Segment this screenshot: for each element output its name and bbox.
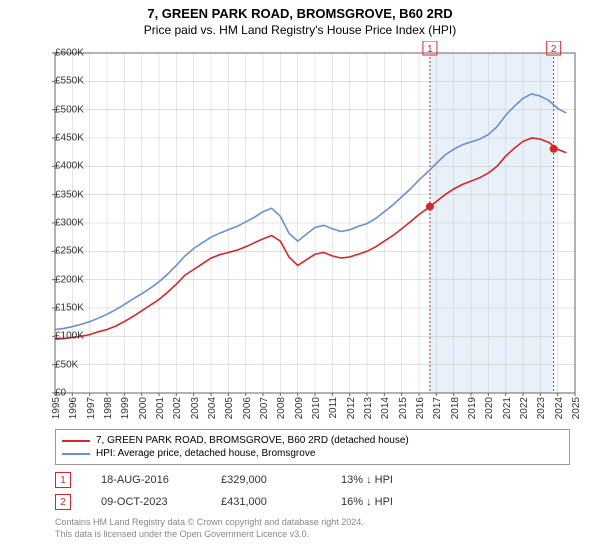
x-tick-label: 2022	[519, 397, 530, 419]
x-tick-label: 2019	[467, 397, 478, 419]
x-tick-label: 2005	[224, 397, 235, 419]
marker-badge: 2	[55, 494, 71, 510]
x-tick-label: 2024	[554, 397, 565, 419]
legend-label: HPI: Average price, detached house, Brom…	[96, 448, 315, 459]
x-tick-label: 2018	[450, 397, 461, 419]
x-tick-label: 2020	[484, 397, 495, 419]
marker-date: 18-AUG-2016	[101, 474, 191, 486]
chart-svg: 12	[20, 41, 585, 423]
x-tick-label: 2009	[294, 397, 305, 419]
x-tick-label: 2006	[242, 397, 253, 419]
x-tick-label: 2014	[380, 397, 391, 419]
x-tick-label: 1999	[120, 397, 131, 419]
x-tick-label: 2017	[432, 397, 443, 419]
x-tick-label: 2021	[502, 397, 513, 419]
x-tick-label: 2004	[207, 397, 218, 419]
marker-delta: 13% ↓ HPI	[341, 474, 431, 486]
footer-attribution: Contains HM Land Registry data © Crown c…	[55, 517, 570, 540]
x-tick-label: 2016	[415, 397, 426, 419]
x-tick-label: 2011	[328, 397, 339, 419]
page-subtitle: Price paid vs. HM Land Registry's House …	[0, 21, 600, 41]
marker-row: 1 18-AUG-2016 £329,000 13% ↓ HPI	[55, 469, 570, 491]
x-tick-label: 2015	[398, 397, 409, 419]
x-tick-label: 2010	[311, 397, 322, 419]
legend-swatch	[62, 440, 90, 442]
marker-price: £431,000	[221, 496, 311, 508]
marker-price: £329,000	[221, 474, 311, 486]
page-title: 7, GREEN PARK ROAD, BROMSGROVE, B60 2RD	[0, 0, 600, 21]
marker-badge: 1	[55, 472, 71, 488]
legend-swatch	[62, 453, 90, 455]
marker-delta: 16% ↓ HPI	[341, 496, 431, 508]
price-chart: 12 £0£50K£100K£150K£200K£250K£300K£350K£…	[20, 41, 585, 423]
x-tick-label: 2013	[363, 397, 374, 419]
footer-line: This data is licensed under the Open Gov…	[55, 529, 570, 541]
x-tick-label: 2012	[346, 397, 357, 419]
x-tick-label: 2003	[190, 397, 201, 419]
legend-label: 7, GREEN PARK ROAD, BROMSGROVE, B60 2RD …	[96, 435, 409, 446]
x-tick-label: 1995	[51, 397, 62, 419]
x-tick-label: 2002	[172, 397, 183, 419]
x-tick-label: 1997	[86, 397, 97, 419]
legend: 7, GREEN PARK ROAD, BROMSGROVE, B60 2RD …	[55, 429, 570, 465]
legend-row: HPI: Average price, detached house, Brom…	[62, 447, 563, 460]
x-tick-label: 2008	[276, 397, 287, 419]
x-tick-label: 2000	[138, 397, 149, 419]
x-tick-label: 1998	[103, 397, 114, 419]
x-tick-label: 2007	[259, 397, 270, 419]
marker-date: 09-OCT-2023	[101, 496, 191, 508]
x-tick-label: 2025	[571, 397, 582, 419]
x-tick-label: 1996	[68, 397, 79, 419]
x-tick-label: 2001	[155, 397, 166, 419]
marker-row: 2 09-OCT-2023 £431,000 16% ↓ HPI	[55, 491, 570, 513]
footer-line: Contains HM Land Registry data © Crown c…	[55, 517, 570, 529]
legend-row: 7, GREEN PARK ROAD, BROMSGROVE, B60 2RD …	[62, 434, 563, 447]
x-tick-label: 2023	[536, 397, 547, 419]
marker-table: 1 18-AUG-2016 £329,000 13% ↓ HPI 2 09-OCT-202…	[55, 469, 570, 513]
